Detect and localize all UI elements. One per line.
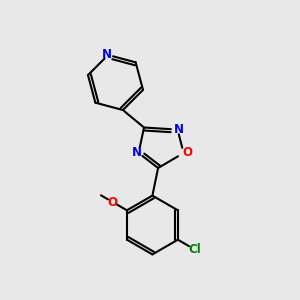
Text: O: O bbox=[108, 196, 118, 208]
Text: Cl: Cl bbox=[188, 243, 201, 256]
Text: N: N bbox=[132, 146, 142, 160]
Text: N: N bbox=[174, 123, 184, 136]
Text: O: O bbox=[182, 146, 192, 160]
Text: N: N bbox=[102, 49, 112, 62]
